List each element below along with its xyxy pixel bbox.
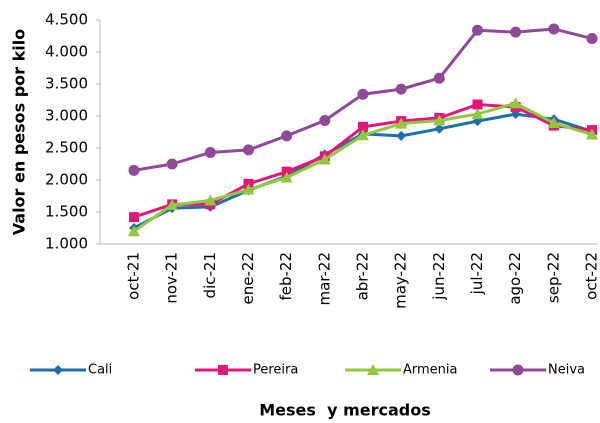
y-tick-label: 1.500 (45, 203, 88, 221)
marker (586, 33, 598, 45)
x-tick-label: jun-22 (430, 252, 448, 301)
marker (357, 88, 369, 100)
x-tick-label: ago-22 (506, 252, 524, 305)
marker (218, 365, 228, 375)
x-tick-label: abr-22 (354, 252, 372, 300)
marker (367, 364, 379, 375)
marker (166, 158, 178, 170)
y-tick-label: 3.500 (45, 75, 88, 93)
y-tick-label: 4.000 (45, 43, 88, 61)
marker (395, 83, 407, 95)
marker (128, 225, 140, 237)
marker (433, 72, 445, 84)
marker (242, 183, 255, 195)
marker (472, 99, 483, 110)
x-tick-label: sep-22 (544, 252, 562, 303)
marker (281, 130, 293, 142)
marker (510, 26, 522, 38)
marker (318, 153, 331, 165)
legend-label: Cali (88, 363, 112, 378)
x-tick-label: mar-22 (315, 252, 333, 306)
y-tick-label: 2.000 (45, 171, 88, 189)
marker (472, 24, 483, 36)
marker (395, 117, 408, 129)
y-tick-label: 1.000 (45, 235, 88, 253)
legend-label: Armenia (403, 363, 458, 378)
y-tick-label: 3.000 (45, 107, 88, 125)
marker (586, 128, 598, 140)
x-tick-label: ene-22 (239, 252, 257, 304)
x-tick-label: may-22 (392, 252, 410, 309)
marker (128, 164, 140, 176)
x-tick-label: oct-21 (125, 252, 143, 300)
y-tick-label: 4.500 (45, 11, 88, 29)
marker (166, 198, 179, 210)
y-tick-label: 2.500 (45, 139, 88, 157)
marker (129, 212, 139, 223)
y-axis-title: Valor en pesos por kilo (10, 29, 29, 235)
marker (434, 123, 445, 134)
marker (512, 364, 524, 376)
marker (548, 23, 560, 35)
legend-label: Neiva (548, 363, 585, 378)
legend-label: Pereira (253, 363, 298, 378)
marker (547, 117, 560, 129)
marker (243, 144, 254, 156)
marker (53, 365, 63, 375)
marker (357, 129, 369, 141)
marker (509, 97, 522, 109)
x-tick-label: jul-22 (468, 252, 486, 295)
x-axis-title: Meses y mercados (259, 401, 430, 420)
x-tick-label: nov-21 (163, 252, 181, 304)
marker (204, 194, 217, 206)
marker (280, 171, 293, 183)
x-tick-label: feb-22 (277, 252, 295, 301)
marker (396, 130, 407, 141)
marker (433, 114, 446, 126)
x-tick-label: oct-22 (583, 252, 600, 300)
marker (471, 108, 484, 120)
x-tick-label: dic-21 (201, 252, 219, 298)
marker (358, 121, 368, 132)
marker (204, 146, 216, 158)
marker (319, 114, 331, 126)
